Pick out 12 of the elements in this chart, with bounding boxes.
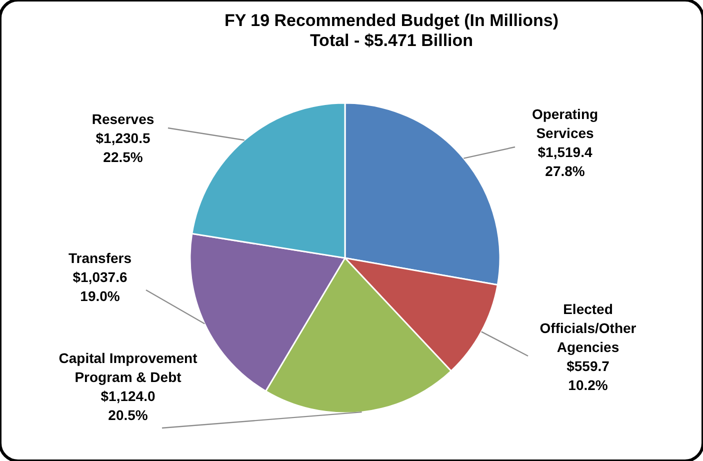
chart-title: FY 19 Recommended Budget (In Millions) <box>224 11 559 30</box>
slice-label: Transfers <box>68 250 132 266</box>
slice-label: Operating Services <box>532 106 598 141</box>
data-label: $1,519.4 27.8% <box>538 144 592 179</box>
slice-label: Capital Improvement Program & Debt <box>58 350 198 385</box>
data-label: $1,124.0 20.5% <box>100 388 156 423</box>
slice-label: Elected Officials/Other Agencies <box>540 301 637 355</box>
slice-label: Reserves <box>92 111 154 127</box>
data-label: $1,037.6 19.0% <box>72 269 128 304</box>
data-label: $559.7 10.2% <box>566 358 610 393</box>
data-label: $1,230.5 22.5% <box>96 130 150 165</box>
chart-subtitle: Total - $5.471 Billion <box>310 31 474 50</box>
